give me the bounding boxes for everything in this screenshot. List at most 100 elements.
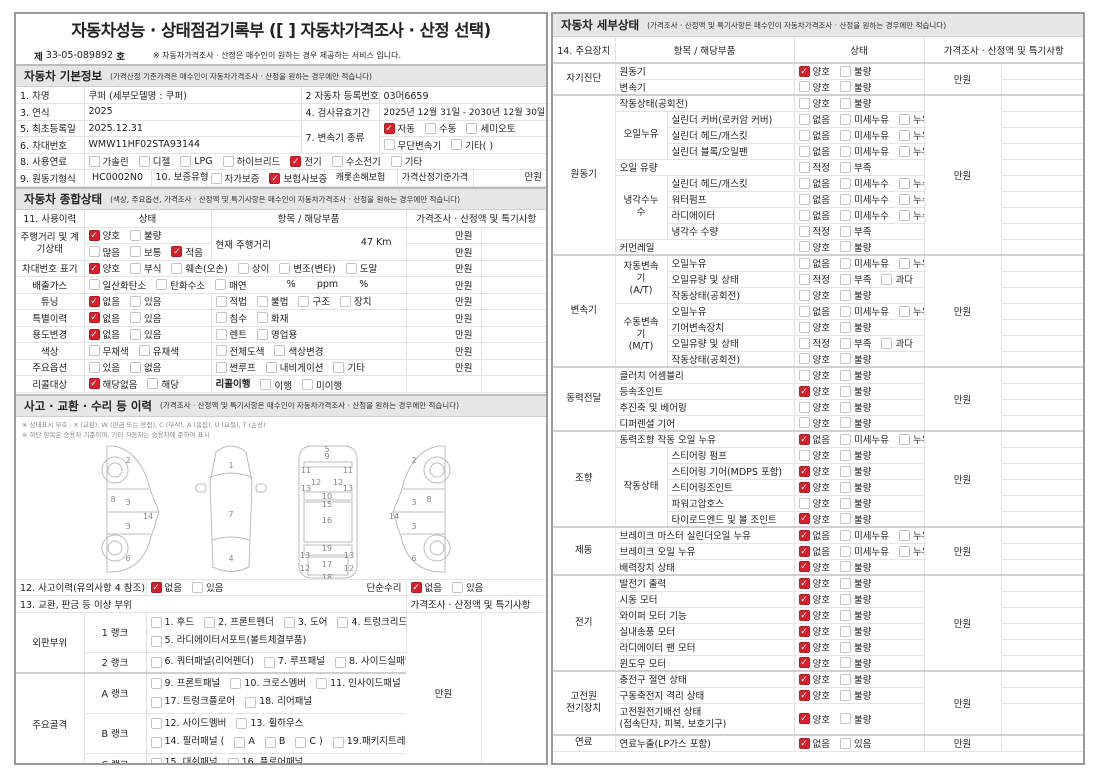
checkbox-option[interactable]: 많음: [88, 245, 120, 259]
checkbox-unchecked[interactable]: [215, 328, 227, 340]
checkbox-option[interactable]: 양호: [798, 320, 830, 334]
notes-field[interactable]: [1001, 526, 1083, 544]
notes-field[interactable]: [1001, 303, 1083, 320]
checkbox-unchecked[interactable]: [236, 718, 248, 729]
checkbox-option[interactable]: 없음: [798, 257, 830, 270]
notes-field[interactable]: [1001, 687, 1083, 704]
checkbox-option[interactable]: 보통: [129, 245, 161, 259]
checkbox-option[interactable]: 양호: [798, 400, 830, 414]
checkbox-option[interactable]: 도말: [345, 261, 377, 275]
checkbox-option[interactable]: 4. 트렁크리드: [337, 614, 405, 632]
checkbox-option[interactable]: 누유: [898, 257, 923, 270]
checkbox-option[interactable]: 부족: [839, 224, 871, 238]
checkbox-checked-icon[interactable]: ✓: [798, 529, 810, 541]
checkbox-unchecked[interactable]: [798, 353, 810, 365]
checkbox-option[interactable]: 양호: [798, 288, 830, 302]
checkbox-unchecked[interactable]: [798, 289, 810, 301]
checkbox-option[interactable]: ✓ 양호: [88, 261, 120, 275]
checkbox-unchecked[interactable]: [424, 122, 436, 134]
checkbox-option[interactable]: 이행: [260, 378, 292, 391]
price-field[interactable]: 만원: [924, 734, 1002, 752]
checkbox-option[interactable]: 있음: [839, 737, 871, 750]
notes-field[interactable]: [1001, 511, 1083, 528]
price-field[interactable]: 만원: [406, 243, 482, 261]
checkbox-unchecked[interactable]: [129, 328, 141, 340]
checkbox-unchecked[interactable]: [260, 379, 272, 390]
checkbox-unchecked[interactable]: [316, 678, 328, 690]
checkbox-unchecked[interactable]: [451, 139, 463, 151]
checkbox-option[interactable]: ✓ 양호: [798, 512, 830, 526]
checkbox-unchecked[interactable]: [798, 193, 810, 205]
notes-field[interactable]: [1001, 191, 1083, 208]
checkbox-checked-icon[interactable]: ✓: [290, 155, 302, 167]
price-field[interactable]: 만원: [924, 430, 1002, 528]
checkbox-unchecked[interactable]: [839, 401, 851, 413]
checkbox-unchecked[interactable]: [839, 545, 851, 557]
checkbox-unchecked[interactable]: [215, 361, 227, 373]
checkbox-unchecked[interactable]: [798, 145, 810, 157]
checkbox-unchecked[interactable]: [839, 673, 851, 685]
notes-field[interactable]: [481, 227, 546, 244]
checkbox-unchecked[interactable]: [390, 155, 402, 167]
checkbox-option[interactable]: 양호: [798, 80, 830, 94]
price-field[interactable]: 만원: [924, 62, 1002, 96]
notes-field[interactable]: [1001, 415, 1083, 432]
notes-field[interactable]: [1001, 399, 1083, 416]
price-field[interactable]: 만원: [406, 359, 482, 376]
checkbox-option[interactable]: ✓ 양호: [798, 384, 830, 398]
checkbox-unchecked[interactable]: [215, 312, 227, 324]
checkbox-checked-icon[interactable]: ✓: [798, 65, 810, 77]
checkbox-unchecked[interactable]: [129, 295, 141, 307]
notes-field[interactable]: [1001, 223, 1083, 240]
checkbox-unchecked[interactable]: [839, 113, 851, 125]
checkbox-unchecked[interactable]: [256, 328, 268, 340]
checkbox-unchecked[interactable]: [839, 353, 851, 365]
checkbox-option[interactable]: 불량: [839, 240, 871, 254]
checkbox-unchecked[interactable]: [898, 129, 910, 141]
checkbox-option[interactable]: 7. 루프패널: [263, 653, 325, 671]
checkbox-checked-icon[interactable]: ✓: [798, 625, 810, 637]
checkbox-option[interactable]: 누유: [898, 304, 923, 318]
checkbox-unchecked[interactable]: [798, 321, 810, 333]
checkbox-unchecked[interactable]: [337, 617, 349, 628]
checkbox-option[interactable]: 13. 휠하우스: [236, 715, 303, 733]
checkbox-unchecked[interactable]: [227, 757, 239, 763]
notes-field[interactable]: [481, 260, 546, 277]
checkbox-option[interactable]: 있음: [451, 580, 483, 594]
notes-field[interactable]: [1001, 94, 1083, 112]
checkbox-checked-icon[interactable]: ✓: [798, 545, 810, 557]
checkbox-option[interactable]: ✓ 없음: [410, 580, 442, 594]
checkbox-option[interactable]: ✓ 없음: [88, 311, 120, 325]
notes-field[interactable]: [1001, 319, 1083, 336]
checkbox-option[interactable]: 가솔린: [88, 154, 129, 168]
checkbox-option[interactable]: 없음: [798, 112, 830, 126]
price-field[interactable]: 만원: [924, 574, 1002, 672]
checkbox-checked-icon[interactable]: ✓: [383, 122, 395, 134]
checkbox-unchecked[interactable]: [383, 139, 395, 151]
checkbox-unchecked[interactable]: [839, 209, 851, 221]
checkbox-option[interactable]: 썬루프: [215, 360, 256, 374]
checkbox-option[interactable]: 적정: [798, 272, 830, 286]
notes-field[interactable]: [481, 342, 546, 360]
notes-field[interactable]: [1001, 143, 1083, 160]
checkbox-option[interactable]: 미세누유: [839, 304, 889, 318]
notes-field[interactable]: [1001, 430, 1083, 448]
notes-field[interactable]: [481, 326, 546, 343]
checkbox-checked-icon[interactable]: ✓: [798, 465, 810, 477]
checkbox-option[interactable]: 불량: [839, 65, 871, 78]
notes-field[interactable]: [481, 375, 546, 393]
checkbox-option[interactable]: ✓ 해당없음: [88, 377, 137, 391]
checkbox-option[interactable]: 없음: [798, 176, 830, 190]
checkbox-checked-icon[interactable]: ✓: [798, 433, 810, 445]
checkbox-unchecked[interactable]: [334, 656, 346, 668]
checkbox-option[interactable]: 6. 쿼터패널(리어펜더): [150, 653, 254, 671]
checkbox-unchecked[interactable]: [88, 246, 100, 258]
checkbox-unchecked[interactable]: [215, 345, 227, 357]
checkbox-unchecked[interactable]: [129, 229, 141, 241]
checkbox-option[interactable]: 있음: [129, 294, 161, 308]
checkbox-option[interactable]: ✓ 양호: [798, 712, 830, 726]
checkbox-option[interactable]: 12. 사이드멤버: [150, 715, 226, 733]
checkbox-option[interactable]: 없음: [129, 360, 161, 374]
checkbox-option[interactable]: 부족: [839, 160, 871, 174]
checkbox-unchecked[interactable]: [839, 145, 851, 157]
